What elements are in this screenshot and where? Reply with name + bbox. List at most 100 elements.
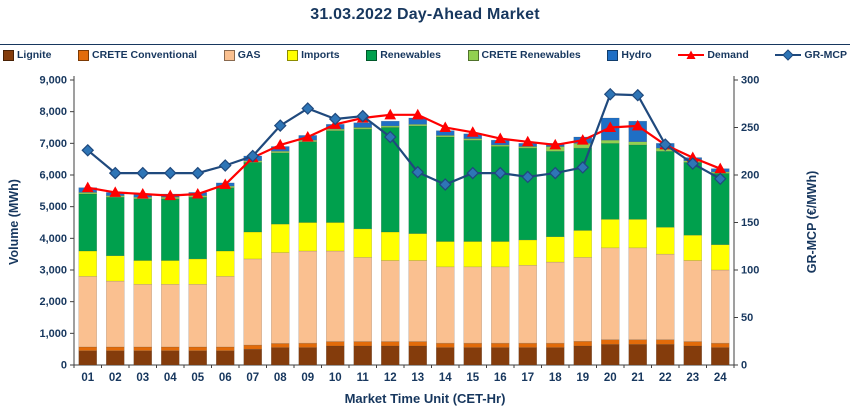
marker-gr-mcp	[81, 143, 95, 157]
chart-title: 31.03.2022 Day-Ahead Market	[310, 6, 540, 23]
bar-segment-gas	[188, 284, 207, 348]
legend-label: CRETE Conventional	[92, 49, 198, 61]
bar-segment-imports	[381, 231, 400, 261]
bar-segment-lignite	[161, 350, 180, 366]
y-tick-label-right: 50	[741, 312, 753, 324]
legend-label: GR-MCP	[804, 49, 847, 61]
bar-segment-hydro	[381, 120, 400, 127]
bar-segment-lignite	[518, 347, 537, 366]
legend-label: CRETE Renewables	[481, 49, 581, 61]
bar-segment-imports	[711, 244, 730, 271]
bar-segment-gas	[106, 280, 125, 348]
legend-swatch-icon	[467, 49, 479, 61]
marker-gr-mcp	[191, 166, 205, 180]
bar-segment-imports	[683, 234, 702, 261]
bar-segment-lignite	[601, 344, 620, 366]
x-tick-label: 11	[357, 372, 370, 384]
bar-segment-imports	[133, 260, 152, 285]
bar-segment-imports	[243, 231, 262, 260]
x-tick-label: 20	[604, 372, 617, 384]
legend-item-gas: GAS	[223, 49, 260, 61]
marker-demand	[576, 134, 589, 145]
marker-gr-mcp	[438, 178, 452, 191]
bar-segment-renewables	[491, 146, 510, 242]
bar-segment-crete-conventional	[546, 342, 565, 348]
marker-gr-mcp	[246, 149, 260, 163]
x-tick-label: 12	[384, 372, 397, 384]
x-tick-label: 10	[329, 372, 342, 384]
legend-item-renewables: Renewables	[366, 49, 441, 61]
y-axis-title-right: GR-MCP (€/MWh)	[805, 170, 819, 274]
x-tick-label: 05	[191, 372, 204, 384]
x-tick-label: 16	[494, 372, 507, 384]
bar-segment-crete-conventional	[353, 341, 372, 347]
bar-segment-gas	[656, 253, 675, 340]
bar-segment-lignite	[188, 350, 207, 366]
x-tick-label: 01	[81, 372, 94, 384]
marker-gr-mcp	[713, 172, 727, 186]
bar-segment-gas	[133, 284, 152, 348]
marker-demand	[384, 108, 397, 120]
x-tick-label: 14	[439, 372, 452, 384]
y-tick-label-right: 100	[741, 265, 759, 277]
bar-segment-lignite	[408, 345, 427, 366]
x-tick-label: 03	[136, 372, 149, 384]
bar-segment-lignite	[78, 350, 97, 366]
bar-segment-gas	[711, 269, 730, 344]
y-tick-label-left: 6,000	[39, 170, 67, 182]
bar-segment-imports	[408, 233, 427, 261]
bar-segment-gas	[491, 266, 510, 344]
marker-gr-mcp	[686, 157, 700, 170]
bar-segment-lignite	[298, 347, 317, 366]
bar-segment-renewables	[546, 151, 565, 237]
marker-demand	[411, 108, 424, 120]
marker-gr-mcp	[273, 119, 287, 132]
bar-segment-crete-conventional	[463, 342, 482, 348]
y-axis-title-left: Volume (MWh)	[7, 179, 21, 265]
y-tick-label-right: 150	[741, 217, 759, 229]
legend: Lignite CRETE Conventional GAS Imports Renew…	[0, 44, 850, 61]
legend-item-hydro: Hydro	[607, 49, 652, 61]
bar-segment-lignite	[381, 345, 400, 366]
x-tick-label: 06	[219, 372, 232, 384]
y-tick-label-right: 0	[741, 360, 747, 372]
bar-segment-crete-renewables	[628, 141, 647, 146]
y-tick-label-left: 3,000	[39, 265, 67, 277]
bar-segment-lignite	[271, 347, 290, 366]
marker-gr-mcp	[603, 87, 617, 101]
legend-item-crete-conventional: CRETE Conventional	[78, 49, 197, 61]
bar-segment-crete-conventional	[601, 339, 620, 345]
marker-gr-mcp	[163, 166, 177, 180]
bar-segment-gas	[353, 257, 372, 342]
bar-segment-crete-conventional	[491, 342, 510, 348]
bar-segment-renewables	[271, 152, 290, 225]
bar-segment-gas	[326, 250, 345, 342]
bar-segment-gas	[161, 284, 180, 348]
bar-segment-gas	[216, 276, 235, 348]
x-tick-label: 09	[301, 372, 314, 384]
bar-segment-imports	[106, 255, 125, 282]
x-axis-title: Market Time Unit (CET-Hr)	[344, 391, 506, 406]
marker-gr-mcp	[136, 166, 150, 180]
legend-swatch-icon	[366, 49, 378, 61]
bar-segment-imports	[298, 222, 317, 252]
marker-gr-mcp	[466, 166, 480, 180]
marker-demand	[549, 138, 562, 150]
marker-demand	[521, 135, 534, 147]
bar-segment-lignite	[656, 344, 675, 366]
bar-segment-gas	[243, 258, 262, 346]
bar-segment-lignite	[573, 345, 592, 366]
marker-gr-mcp	[411, 165, 425, 179]
bar-segment-crete-conventional	[243, 344, 262, 350]
bar-segment-renewables	[133, 198, 152, 261]
legend-label: Lignite	[17, 49, 52, 61]
marker-gr-mcp	[521, 170, 535, 184]
marker-demand	[274, 138, 287, 150]
bar-segment-imports	[436, 241, 455, 268]
legend-swatch-icon	[223, 49, 235, 61]
marker-gr-mcp	[108, 166, 122, 180]
marker-gr-mcp	[356, 109, 370, 123]
marker-gr-mcp	[548, 166, 562, 180]
bar-segment-lignite	[683, 345, 702, 366]
